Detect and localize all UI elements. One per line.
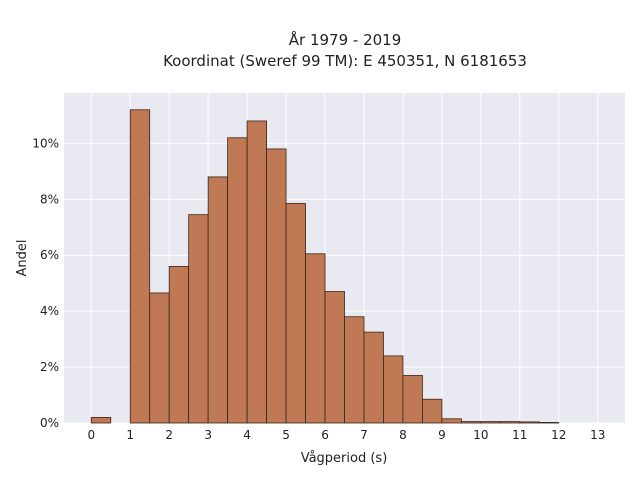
x-tick-label: 3 xyxy=(204,428,212,442)
x-axis-label: Vågperiod (s) xyxy=(301,451,388,466)
x-tick-label: 6 xyxy=(321,428,329,442)
y-tick-label: 10% xyxy=(32,136,59,150)
histogram-bar xyxy=(188,214,209,424)
y-tick-labels: 0% 2% 4% 6% 8% 10% xyxy=(32,136,59,430)
histogram-bar xyxy=(227,137,248,424)
x-tick-label: 0 xyxy=(87,428,95,442)
chart-title-line-1: År 1979 - 2019 xyxy=(289,30,402,49)
y-tick-label: 8% xyxy=(40,192,59,206)
histogram-bar xyxy=(246,120,267,424)
histogram-bar xyxy=(460,421,482,424)
x-tick-label: 12 xyxy=(551,428,566,442)
histogram-bar xyxy=(441,418,462,424)
x-tick-label: 9 xyxy=(438,428,446,442)
histogram-bar xyxy=(363,331,384,424)
histogram-bar xyxy=(324,291,345,424)
x-tick-label: 8 xyxy=(399,428,407,442)
histogram-bar xyxy=(207,176,229,424)
histogram-bar xyxy=(149,292,170,424)
histogram-bar xyxy=(285,203,306,424)
histogram-bar xyxy=(402,375,423,424)
y-axis-label: Andel xyxy=(15,240,30,277)
histogram-bar xyxy=(344,316,365,424)
histogram-bar xyxy=(305,253,326,424)
x-tick-label: 4 xyxy=(243,428,251,442)
x-tick-label: 2 xyxy=(165,428,173,442)
histogram-bar xyxy=(538,422,560,424)
x-tick-labels: 0 1 2 3 4 5 6 7 8 9 10 11 12 13 xyxy=(87,428,605,442)
y-tick-label: 6% xyxy=(40,248,59,262)
y-tick-label: 4% xyxy=(40,304,59,318)
histogram-bar xyxy=(383,355,404,424)
histogram-bars xyxy=(90,109,560,424)
histogram-bar xyxy=(499,421,521,424)
x-tick-label: 1 xyxy=(126,428,134,442)
x-tick-label: 7 xyxy=(360,428,368,442)
histogram-bar xyxy=(519,421,540,424)
histogram-bar xyxy=(480,421,501,424)
histogram-bar xyxy=(90,417,112,424)
x-tick-label: 11 xyxy=(512,428,527,442)
y-tick-label: 0% xyxy=(40,416,59,430)
histogram-bar xyxy=(168,265,190,424)
y-tick-label: 2% xyxy=(40,360,59,374)
histogram-bar xyxy=(422,398,443,424)
histogram-bar xyxy=(266,148,287,424)
x-tick-label: 10 xyxy=(473,428,488,442)
x-tick-label: 5 xyxy=(282,428,290,442)
chart-title-line-2: Koordinat (Sweref 99 TM): E 450351, N 61… xyxy=(163,52,527,70)
histogram-bar xyxy=(129,109,151,424)
x-tick-label: 13 xyxy=(590,428,605,442)
